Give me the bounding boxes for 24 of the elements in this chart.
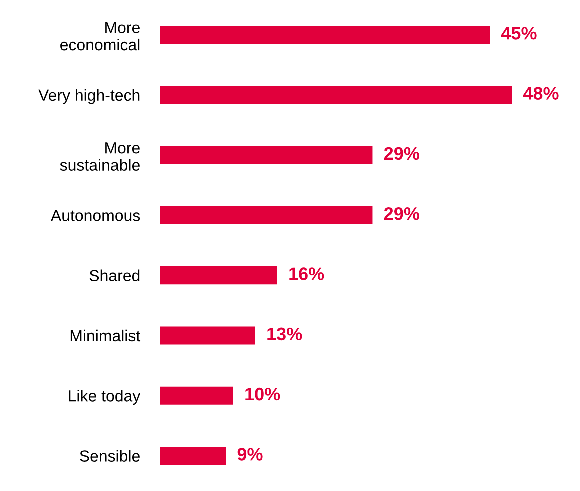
data-label: 10% <box>246 388 280 401</box>
bar <box>160 326 256 345</box>
bar <box>160 266 278 285</box>
data-label: 45% <box>501 27 537 40</box>
y-tick-label: Like today <box>69 390 141 405</box>
bar <box>160 26 490 44</box>
y-tick-label: Sensible <box>80 450 140 462</box>
bar <box>160 386 234 405</box>
y-tick-label: Autonomous <box>50 210 140 222</box>
y-tick-label: More economical <box>60 22 140 51</box>
data-label: 29% <box>384 147 420 160</box>
data-label: 29% <box>384 207 420 220</box>
bar <box>160 446 226 466</box>
data-label: 16% <box>290 268 324 280</box>
y-tick-label: Shared <box>90 270 140 282</box>
data-label: 48% <box>523 87 559 100</box>
data-label: 13% <box>268 328 302 341</box>
y-tick-label: Minimalist <box>70 330 141 342</box>
bar <box>160 86 512 104</box>
bar <box>160 146 373 164</box>
y-tick-label: Very high-tech <box>38 89 140 104</box>
y-tick-label: More sustainable <box>60 142 140 171</box>
data-label: 9% <box>238 448 263 461</box>
bar <box>160 206 373 224</box>
